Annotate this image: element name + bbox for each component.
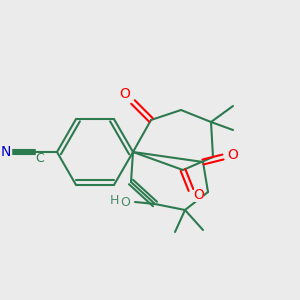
Text: O: O bbox=[120, 196, 130, 208]
Text: N: N bbox=[1, 145, 11, 159]
Text: H: H bbox=[109, 194, 119, 208]
Text: O: O bbox=[120, 87, 130, 101]
Text: C: C bbox=[36, 152, 44, 166]
Text: O: O bbox=[194, 188, 204, 202]
Text: O: O bbox=[228, 148, 238, 162]
